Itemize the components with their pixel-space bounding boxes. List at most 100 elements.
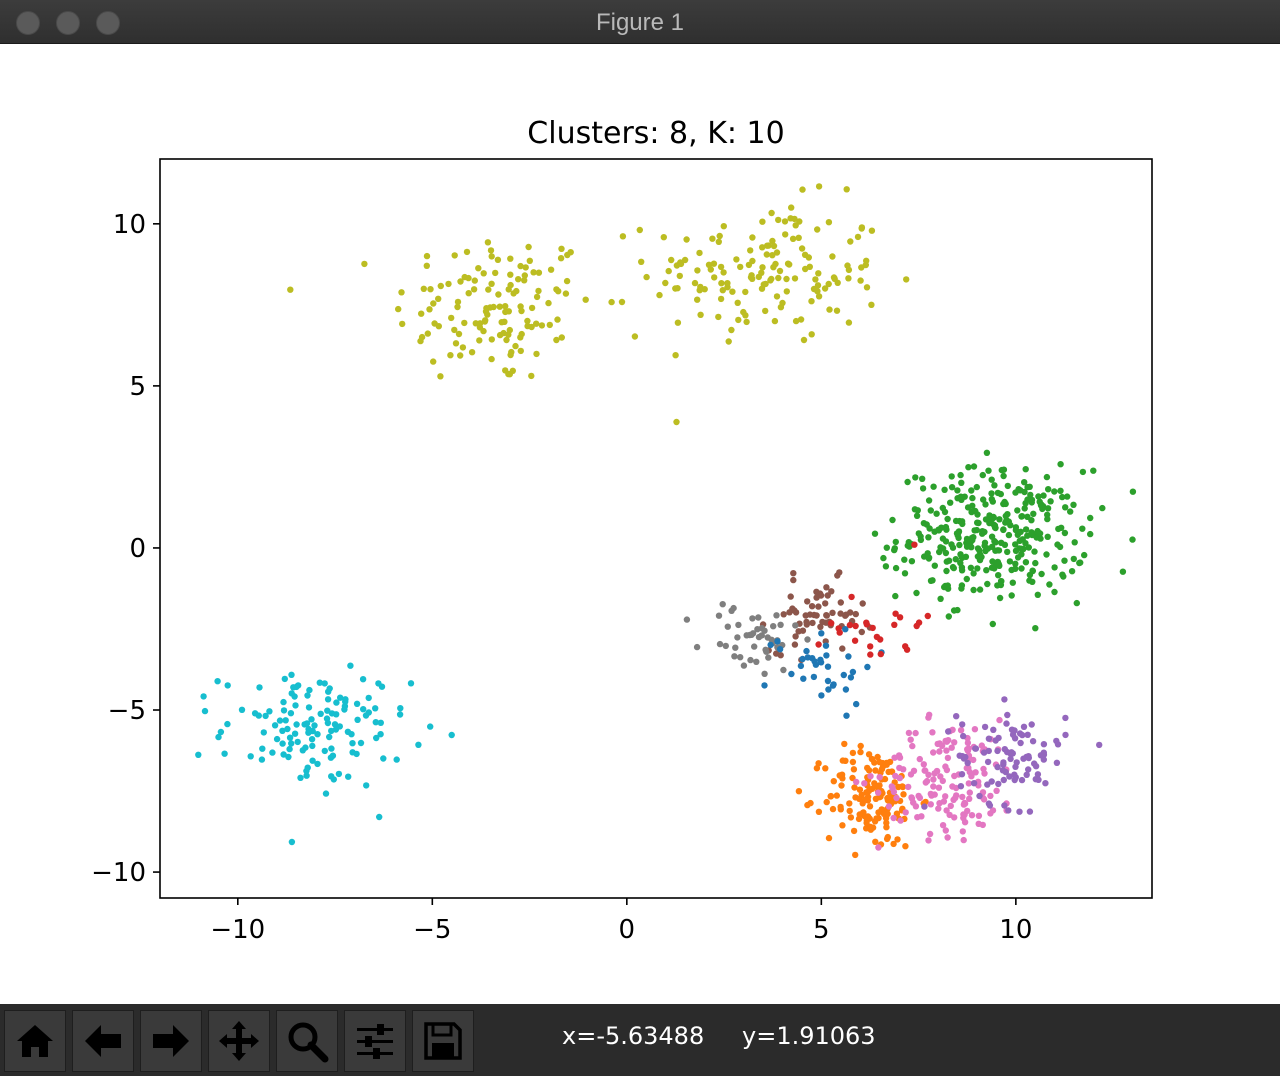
scatter-point-cluster-3 — [309, 757, 316, 764]
scatter-point-cluster-3 — [331, 721, 339, 728]
scatter-point-cluster-2 — [1051, 564, 1058, 571]
scatter-point-cluster-4 — [839, 645, 846, 652]
scatter-point-cluster-5 — [716, 640, 724, 648]
scatter-point-cluster-9 — [944, 754, 952, 762]
scatter-point-cluster-2 — [1018, 513, 1025, 520]
scatter-point-cluster-3 — [380, 755, 387, 762]
scatter-point-cluster-3 — [332, 726, 340, 733]
scatter-point-cluster-1 — [799, 186, 806, 193]
window-title: Figure 1 — [595, 9, 685, 36]
scatter-point-cluster-2 — [1028, 499, 1036, 506]
scatter-point-cluster-1 — [745, 261, 753, 269]
y-tick-label: 5 — [129, 372, 146, 402]
scatter-point-cluster-8 — [830, 778, 837, 785]
scatter-point-cluster-9 — [902, 809, 909, 816]
scatter-point-cluster-0 — [553, 336, 560, 344]
scatter-point-cluster-0 — [485, 286, 492, 293]
scatter-point-cluster-2 — [991, 482, 998, 489]
scatter-point-cluster-1 — [720, 223, 727, 230]
scatter-point-cluster-2 — [908, 558, 916, 565]
scatter-point-cluster-8 — [894, 836, 901, 843]
save-button[interactable] — [412, 1010, 474, 1072]
scatter-point-cluster-10 — [1025, 754, 1033, 762]
scatter-point-cluster-4 — [828, 588, 835, 595]
scatter-point-cluster-8 — [864, 764, 871, 772]
scatter-point-cluster-8 — [867, 826, 874, 833]
scatter-point-cluster-3 — [448, 731, 455, 739]
scatter-point-cluster-7 — [852, 622, 859, 630]
forward-button[interactable] — [140, 1010, 202, 1072]
scatter-point-cluster-0 — [502, 303, 509, 310]
scatter-point-cluster-2 — [957, 471, 964, 479]
scatter-point-cluster-2 — [1044, 505, 1052, 512]
zoom-button[interactable] — [276, 1010, 338, 1072]
scatter-point-cluster-4 — [859, 600, 866, 607]
scatter-point-cluster-2 — [988, 490, 995, 497]
scatter-point-cluster-8 — [839, 822, 846, 829]
scatter-point-cluster-2 — [1016, 537, 1023, 545]
minimize-window-button[interactable] — [56, 11, 80, 35]
scatter-point-cluster-1 — [717, 263, 725, 271]
scatter-point-cluster-8 — [827, 792, 835, 800]
scatter-point-cluster-2 — [945, 557, 953, 564]
scatter-point-cluster-9 — [935, 784, 943, 791]
scatter-point-cluster-9 — [896, 764, 903, 772]
figure-canvas[interactable]: Clusters: 8, K: 10 −10 −5 0 5 10 −10 −5 0 5 10 — [0, 44, 1280, 1004]
scatter-point-cluster-4 — [813, 594, 820, 601]
scatter-point-cluster-3 — [377, 731, 384, 738]
pan-button[interactable] — [208, 1010, 270, 1072]
scatter-point-cluster-8 — [833, 792, 840, 799]
scatter-point-cluster-9 — [896, 774, 903, 782]
scatter-point-cluster-2 — [1006, 558, 1014, 565]
scatter-point-cluster-0 — [517, 334, 524, 341]
scatter-point-cluster-1 — [656, 291, 663, 299]
scatter-point-cluster-5 — [761, 627, 768, 634]
scatter-point-cluster-3 — [311, 722, 318, 729]
scatter-point-cluster-4 — [787, 593, 794, 600]
scatter-point-cluster-6 — [767, 641, 774, 649]
scatter-point-cluster-2 — [1028, 529, 1035, 536]
scatter-point-cluster-2 — [1061, 529, 1069, 537]
scatter-point-cluster-3 — [314, 731, 321, 738]
scatter-point-cluster-6 — [799, 655, 806, 663]
scatter-point-cluster-0 — [465, 290, 472, 297]
close-window-button[interactable] — [16, 11, 40, 35]
scatter-point-cluster-2 — [970, 463, 978, 470]
scatter-point-cluster-2 — [974, 553, 982, 560]
scatter-point-cluster-2 — [973, 483, 980, 491]
scatter-point-cluster-0 — [533, 293, 541, 301]
scatter-point-cluster-8 — [878, 766, 886, 773]
scatter-point-cluster-2 — [925, 534, 932, 541]
scatter-point-cluster-10 — [985, 747, 992, 755]
scatter-point-cluster-9 — [964, 807, 971, 815]
scatter-point-cluster-9 — [875, 789, 882, 796]
scatter-point-cluster-1 — [674, 319, 682, 326]
scatter-point-cluster-8 — [874, 753, 881, 761]
scatter-point-cluster-10 — [990, 726, 997, 733]
configure-subplots-button[interactable] — [344, 1010, 406, 1072]
scatter-point-cluster-10 — [995, 734, 1002, 742]
scatter-point-cluster-1 — [770, 242, 778, 250]
scatter-point-cluster-8 — [836, 772, 843, 779]
scatter-point-cluster-3 — [251, 710, 259, 717]
x-axis-ticks: −10 −5 0 5 10 — [210, 898, 1032, 945]
scatter-point-cluster-0 — [423, 262, 430, 269]
back-button[interactable] — [72, 1010, 134, 1072]
scatter-point-cluster-1 — [806, 263, 813, 270]
home-button[interactable] — [4, 1010, 66, 1072]
scatter-point-cluster-1 — [710, 260, 718, 267]
scatter-point-cluster-8 — [871, 759, 878, 766]
scatter-point-cluster-0 — [503, 336, 510, 344]
scatter-point-cluster-1 — [636, 226, 643, 234]
scatter-point-cluster-9 — [960, 836, 967, 844]
scatter-point-cluster-1 — [638, 258, 645, 265]
scatter-point-cluster-5 — [755, 614, 762, 621]
scatter-point-cluster-3 — [224, 682, 231, 689]
scatter-point-cluster-2 — [943, 567, 950, 575]
y-tick-label: −5 — [108, 696, 146, 726]
scatter-point-cluster-9 — [987, 792, 994, 800]
scatter-point-cluster-2 — [1021, 505, 1028, 512]
scatter-point-cluster-8 — [866, 803, 874, 810]
scatter-point-cluster-2 — [923, 521, 930, 528]
zoom-window-button[interactable] — [96, 11, 120, 35]
